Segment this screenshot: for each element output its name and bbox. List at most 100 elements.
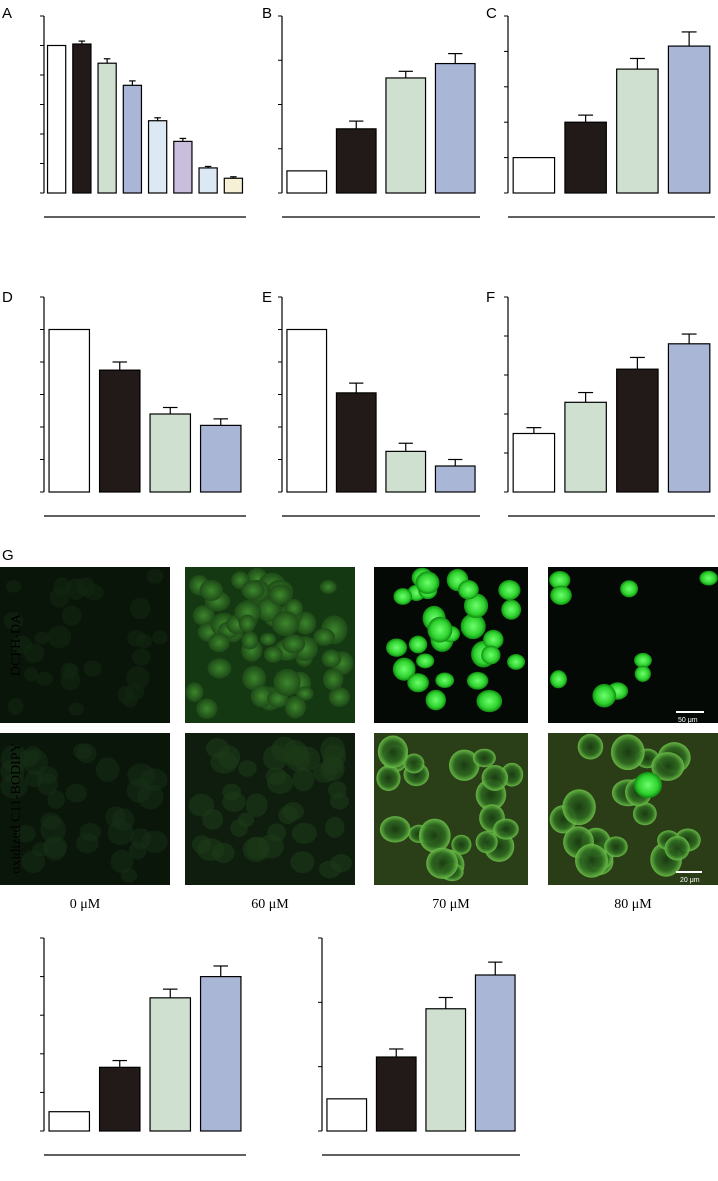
cell bbox=[466, 671, 489, 690]
bar bbox=[198, 167, 218, 194]
cell bbox=[95, 757, 120, 782]
chart-A bbox=[40, 15, 246, 218]
cell bbox=[32, 842, 50, 857]
cell bbox=[152, 630, 168, 645]
bar bbox=[98, 1066, 141, 1132]
cell bbox=[36, 671, 53, 686]
cell bbox=[476, 689, 503, 713]
cell bbox=[319, 580, 337, 594]
panel-letter-a: A bbox=[2, 5, 12, 22]
cell bbox=[651, 752, 685, 781]
cell bbox=[325, 816, 345, 838]
cell bbox=[481, 645, 501, 665]
bar bbox=[335, 392, 377, 493]
cell bbox=[126, 666, 150, 690]
cell bbox=[132, 648, 151, 666]
bar bbox=[286, 170, 328, 194]
cell bbox=[75, 832, 99, 854]
cell bbox=[3, 612, 24, 630]
bar bbox=[434, 62, 476, 194]
cell bbox=[435, 672, 455, 688]
cell bbox=[634, 665, 651, 682]
cell bbox=[416, 653, 435, 669]
cell bbox=[322, 744, 347, 769]
cell bbox=[83, 660, 102, 677]
cell bbox=[188, 793, 215, 817]
cell bbox=[451, 834, 472, 855]
cell bbox=[43, 837, 67, 861]
cell bbox=[610, 734, 645, 771]
cell bbox=[196, 698, 218, 719]
cell bbox=[620, 580, 639, 598]
cell bbox=[290, 851, 315, 874]
bar bbox=[385, 77, 427, 194]
cell bbox=[322, 668, 344, 691]
column-label-60: 60 μM bbox=[251, 897, 289, 912]
panel-letter-f: F bbox=[486, 289, 495, 306]
cell bbox=[507, 654, 526, 670]
cell bbox=[418, 818, 451, 853]
cell bbox=[24, 667, 39, 682]
bar bbox=[48, 328, 91, 493]
cell bbox=[549, 570, 571, 590]
cell bbox=[313, 628, 335, 646]
column-label-80: 80 μM bbox=[614, 897, 652, 912]
cell bbox=[68, 702, 84, 716]
chart-C bbox=[504, 15, 715, 218]
cell bbox=[65, 783, 88, 803]
cell bbox=[379, 816, 411, 843]
scale-bar-50um-label: 50 μm bbox=[678, 717, 698, 724]
cell bbox=[321, 649, 342, 668]
panel-letter-g: G bbox=[2, 547, 14, 564]
cell bbox=[425, 689, 447, 711]
cell bbox=[633, 802, 657, 826]
cell bbox=[273, 668, 301, 697]
cell bbox=[263, 646, 283, 663]
cell bbox=[463, 593, 489, 619]
bar bbox=[223, 177, 244, 194]
cell bbox=[386, 638, 408, 657]
bar-charts bbox=[40, 15, 715, 1156]
cell bbox=[377, 735, 409, 769]
panel-letter-d: D bbox=[2, 289, 13, 306]
cell bbox=[146, 568, 164, 584]
cell bbox=[427, 616, 453, 643]
cell bbox=[407, 673, 429, 693]
bar bbox=[286, 328, 328, 493]
bar bbox=[667, 343, 711, 493]
cell bbox=[47, 790, 65, 809]
cell bbox=[61, 605, 82, 626]
bar bbox=[46, 44, 67, 194]
panel-letter-e: E bbox=[262, 289, 272, 306]
row-label-bodipy: oxidized C11-BODIPY bbox=[9, 742, 24, 873]
cell bbox=[292, 767, 315, 792]
bar bbox=[335, 128, 377, 194]
cell bbox=[207, 658, 232, 679]
cell bbox=[271, 611, 300, 637]
cell bbox=[72, 743, 92, 760]
bar bbox=[199, 424, 242, 493]
cell bbox=[458, 580, 479, 600]
cell bbox=[403, 753, 425, 774]
panel-letter-b: B bbox=[262, 5, 272, 22]
cell bbox=[408, 635, 428, 654]
cell bbox=[493, 818, 519, 840]
cell bbox=[449, 749, 480, 781]
cell bbox=[664, 836, 690, 861]
cell bbox=[60, 662, 77, 680]
cell bbox=[0, 759, 25, 783]
bar bbox=[72, 43, 92, 194]
cell bbox=[575, 843, 608, 878]
bar bbox=[512, 432, 556, 493]
cell bbox=[7, 697, 24, 716]
cell bbox=[40, 812, 62, 830]
cell bbox=[604, 836, 628, 858]
cell bbox=[208, 633, 230, 653]
cell bbox=[127, 629, 146, 647]
chart-G2 bbox=[318, 937, 520, 1156]
bar bbox=[564, 121, 607, 194]
cell bbox=[268, 584, 292, 606]
cell bbox=[501, 599, 522, 620]
bar bbox=[326, 1098, 368, 1132]
